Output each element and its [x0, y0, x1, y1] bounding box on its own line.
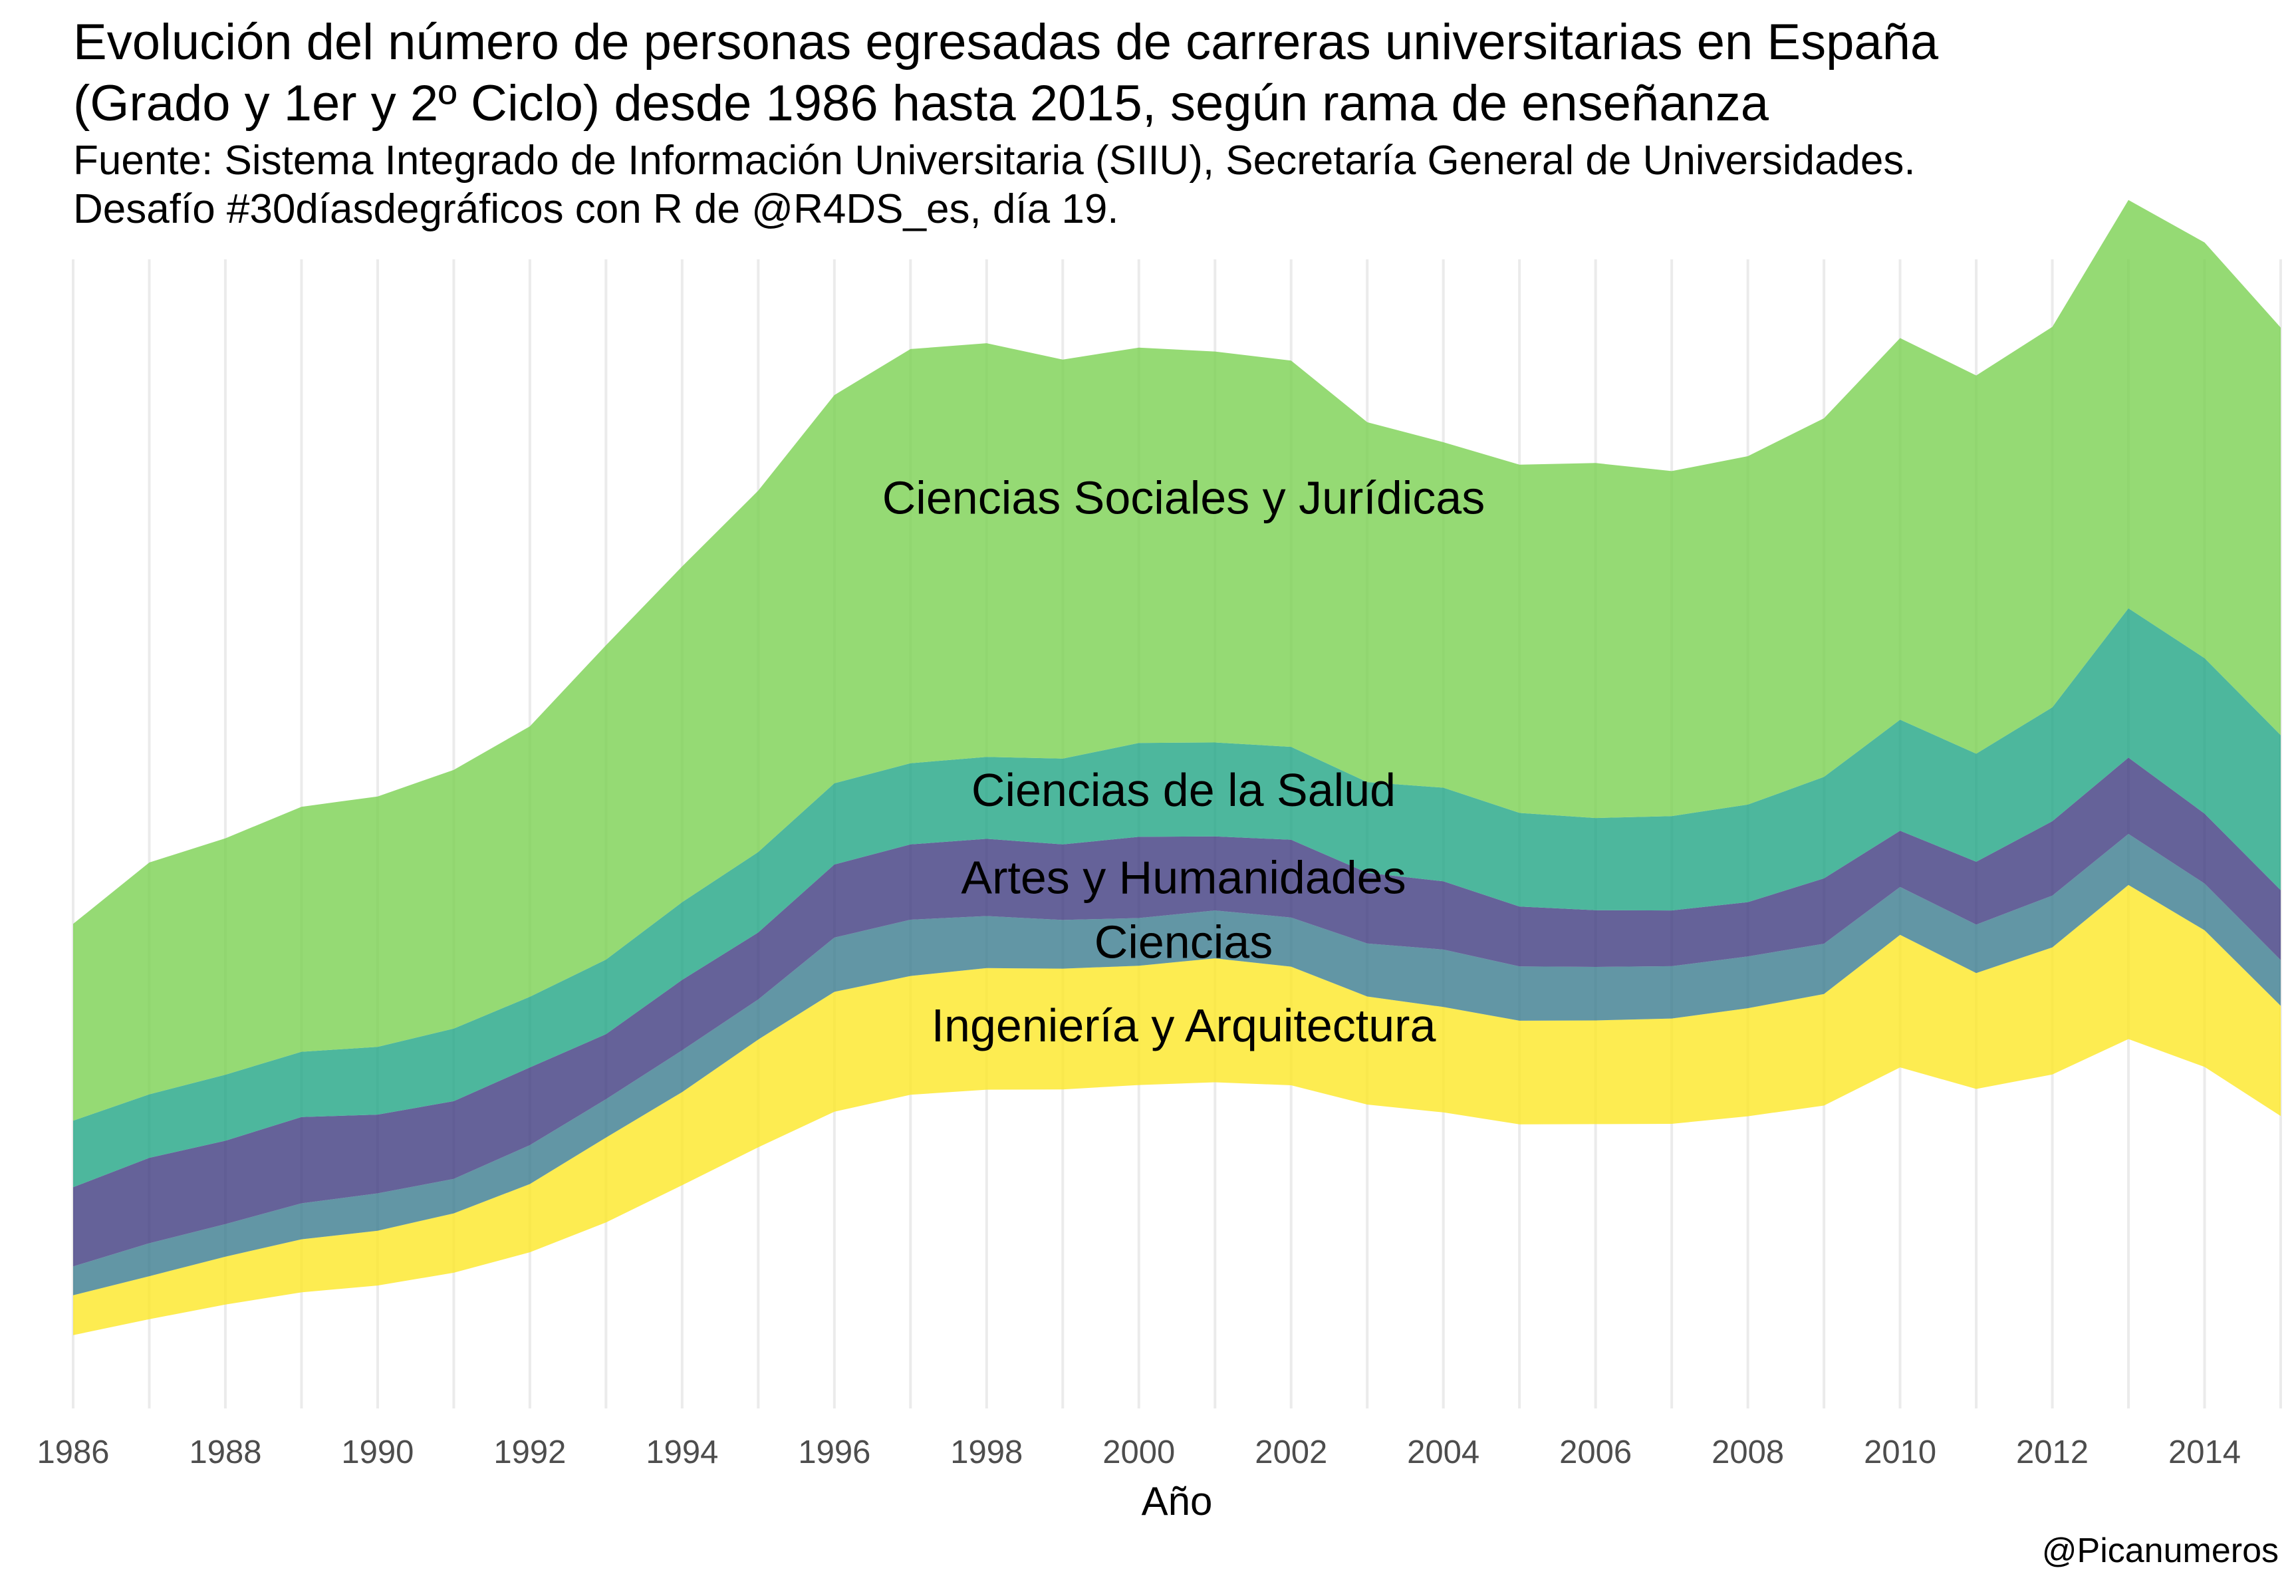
- x-tick-label: 2008: [1712, 1434, 1784, 1470]
- stream-label: Artes y Humanidades: [961, 851, 1406, 903]
- x-tick-label: 1986: [37, 1434, 109, 1470]
- stream-artes-y-humanidades: [73, 757, 2281, 1267]
- chart-title-line-1: Evolución del número de personas egresad…: [73, 14, 1939, 70]
- stream-ingenieria-y-arquitectura: [73, 884, 2281, 1335]
- chart-subtitle-line-1: Fuente: Sistema Integrado de Información…: [73, 138, 1916, 184]
- stream-labels: Ingeniería y Arquitectura Ciencias Artes y…: [882, 472, 1485, 1051]
- chart-title-line-2: (Grado y 1er y 2º Ciclo) desde 1986 hast…: [73, 75, 1769, 132]
- x-tick-label: 2002: [1255, 1434, 1327, 1470]
- chart-title: Evolución del número de personas egresad…: [73, 12, 2267, 134]
- x-axis-label: Año: [1141, 1479, 1213, 1524]
- chart-subtitle-line-2: Desafío #30díasdegráficos con R de @R4DS…: [73, 186, 1119, 232]
- stream-layers: [73, 200, 2281, 1335]
- x-tick-label: 1998: [950, 1434, 1023, 1470]
- stream-label: Ciencias: [1094, 916, 1273, 968]
- x-axis-tick-labels: 1986 1988 1990 1992 1994 1996 1998 2000 2002 2004…: [37, 1434, 2241, 1470]
- x-tick-label: 2004: [1407, 1434, 1479, 1470]
- stream-label: Ingeniería y Arquitectura: [932, 999, 1436, 1051]
- x-tick-label: 1994: [646, 1434, 718, 1470]
- x-tick-label: 2006: [1559, 1434, 1632, 1470]
- x-tick-label: 1988: [189, 1434, 261, 1470]
- stream-label: Ciencias de la Salud: [971, 764, 1396, 816]
- stream-ciencias-sociales-y-juridicas: [73, 200, 2281, 1121]
- x-tick-label: 2000: [1102, 1434, 1175, 1470]
- x-tick-label: 2014: [2168, 1434, 2241, 1470]
- x-tick-label: 2012: [2016, 1434, 2089, 1470]
- x-tick-label: 1990: [341, 1434, 414, 1470]
- stream-ciencias: [73, 834, 2281, 1295]
- x-tick-label: 2010: [1864, 1434, 1936, 1470]
- stream-label: Ciencias Sociales y Jurídicas: [882, 472, 1485, 524]
- caption: @Picanumeros: [2041, 1531, 2279, 1570]
- x-tick-label: 1996: [798, 1434, 870, 1470]
- x-tick-label: 1992: [493, 1434, 566, 1470]
- chart-subtitle: Fuente: Sistema Integrado de Información…: [73, 136, 2267, 233]
